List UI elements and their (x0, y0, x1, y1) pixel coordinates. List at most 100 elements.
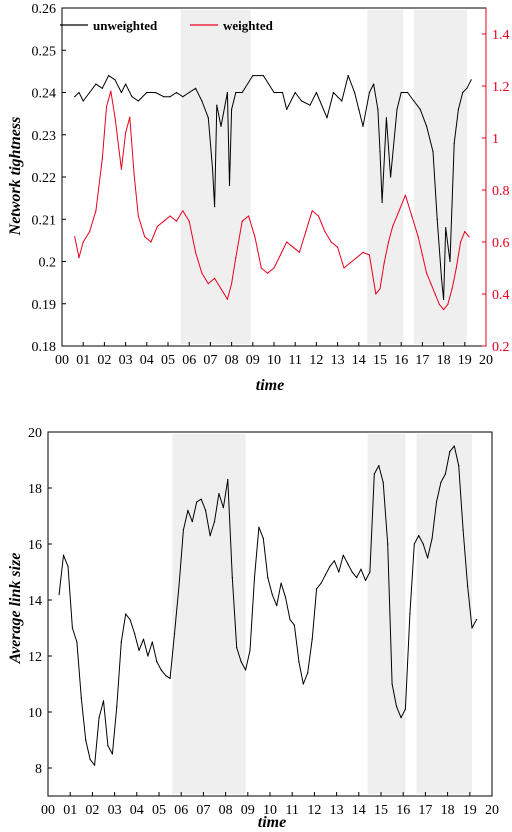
data-point (258, 526, 260, 528)
data-point (220, 288, 222, 290)
data-point (356, 257, 358, 259)
data-point (195, 87, 197, 89)
data-point (111, 753, 113, 755)
shaded-interval-2 (416, 434, 473, 794)
data-point (369, 571, 371, 573)
y-tick-label-0.2: 0.2 (39, 256, 57, 271)
y2-tick-label-0.8: 0.8 (492, 184, 510, 199)
x-tick-label-08: 08 (225, 353, 239, 368)
data-point (434, 293, 436, 295)
data-point (453, 445, 455, 447)
data-point (475, 619, 478, 621)
data-point (455, 267, 457, 269)
data-point (231, 108, 233, 110)
y-tick-label-8: 8 (35, 762, 42, 777)
data-point (404, 708, 406, 710)
data-point (337, 246, 339, 248)
data-point (443, 309, 445, 311)
legend-label-weighted: weighted (223, 18, 274, 33)
x-tick-label-07: 07 (196, 803, 210, 818)
data-point (216, 104, 218, 106)
data-point (154, 91, 156, 94)
data-point (131, 96, 133, 98)
data-point (114, 79, 116, 81)
data-point (354, 91, 356, 94)
y2-tick-label-1.4: 1.4 (492, 28, 510, 43)
data-point (332, 91, 334, 94)
data-point (421, 254, 423, 256)
shaded-interval-2 (413, 10, 467, 344)
data-point (214, 277, 216, 279)
bottom-series-line (58, 445, 478, 766)
x-tick-label-12: 12 (307, 803, 321, 818)
data-point (241, 220, 243, 222)
data-point (101, 87, 103, 89)
data-point (218, 493, 220, 495)
data-point (471, 627, 473, 629)
x-tick-label-20: 20 (485, 803, 499, 818)
data-point (330, 241, 332, 243)
data-point (311, 638, 313, 640)
data-point (147, 655, 149, 657)
data-point (379, 288, 381, 290)
data-point (438, 303, 440, 305)
x-tick-label-12: 12 (309, 353, 323, 368)
data-point (326, 117, 328, 119)
data-point (125, 83, 127, 85)
x-tick-label-05: 05 (152, 803, 166, 818)
x-tick-label-04: 04 (130, 803, 144, 818)
data-point (432, 151, 434, 153)
data-point (262, 75, 264, 77)
x-tick-label-10: 10 (263, 803, 277, 818)
data-point (146, 91, 148, 94)
data-point (150, 241, 152, 243)
data-point (315, 91, 317, 94)
data-point (213, 521, 216, 523)
data-point (231, 283, 233, 285)
data-point (320, 582, 322, 584)
top-x-axis-label: time (256, 377, 284, 394)
data-point (368, 91, 370, 94)
data-point (105, 106, 108, 108)
data-point (449, 451, 451, 453)
top-series-lines (74, 75, 472, 311)
data-point (163, 96, 165, 98)
data-point (134, 633, 136, 635)
x-tick-label-17: 17 (415, 353, 429, 368)
data-point (381, 201, 383, 203)
data-point (107, 745, 109, 747)
y2-tick-label-1: 1 (492, 132, 499, 147)
data-point (98, 717, 100, 719)
data-point (276, 605, 278, 607)
data-point (74, 96, 76, 98)
data-point (378, 465, 380, 467)
data-point (142, 638, 145, 640)
data-point (404, 194, 406, 196)
y-tick-label-0.26: 0.26 (32, 2, 57, 17)
data-point (248, 215, 250, 217)
data-point (178, 585, 180, 587)
data-point (391, 683, 393, 685)
data-point (443, 298, 445, 301)
series-line-weighted (74, 90, 470, 311)
y2-tick-label-1.2: 1.2 (492, 80, 510, 95)
data-point (298, 661, 300, 663)
data-point (467, 585, 469, 587)
x-tick-label-13: 13 (331, 353, 345, 368)
data-point (253, 577, 256, 579)
data-point (385, 117, 387, 119)
data-point (120, 641, 122, 643)
data-point (156, 225, 158, 227)
data-point (169, 96, 171, 98)
data-point (362, 251, 364, 253)
x-tick-label-15: 15 (374, 803, 388, 818)
data-point (333, 560, 335, 562)
data-point (279, 254, 281, 256)
y2-tick-label-0.2: 0.2 (492, 340, 510, 355)
data-point (94, 764, 96, 766)
data-point (89, 759, 91, 761)
top-y2-ticks: 0.2 0.4 0.6 0.8 1 1.2 1.4 (482, 8, 510, 355)
data-point (418, 535, 420, 537)
data-point (95, 210, 97, 212)
data-point (209, 535, 211, 537)
